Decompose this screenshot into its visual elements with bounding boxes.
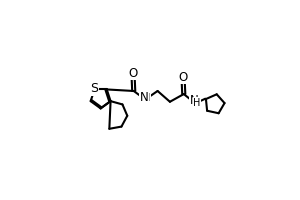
Text: N: N [190,95,199,108]
Text: N: N [140,91,148,104]
Text: S: S [91,82,98,95]
Text: H: H [193,98,201,108]
Text: O: O [128,67,138,80]
Text: O: O [178,71,188,84]
Text: H: H [143,93,150,103]
